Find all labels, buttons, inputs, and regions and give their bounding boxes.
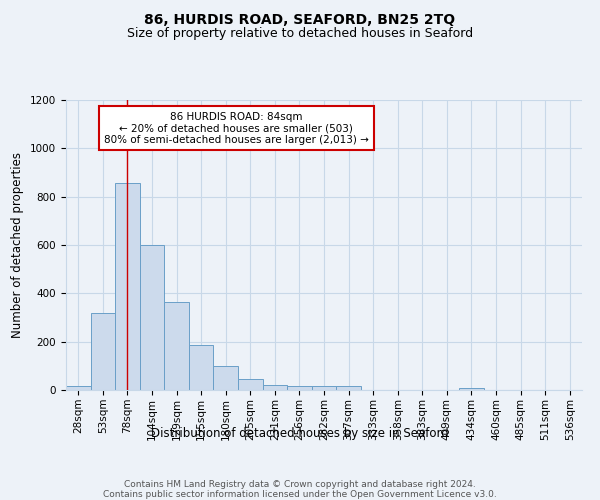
- Bar: [189, 346, 214, 390]
- Text: Size of property relative to detached houses in Seaford: Size of property relative to detached ho…: [127, 28, 473, 40]
- Bar: [115, 184, 140, 390]
- Bar: [164, 302, 189, 390]
- Text: Distribution of detached houses by size in Seaford: Distribution of detached houses by size …: [151, 428, 449, 440]
- Bar: [140, 245, 164, 390]
- Bar: [459, 388, 484, 390]
- Bar: [66, 386, 91, 390]
- Bar: [312, 386, 336, 390]
- Bar: [263, 385, 287, 390]
- Bar: [287, 386, 312, 390]
- Bar: [336, 386, 361, 390]
- Text: Contains HM Land Registry data © Crown copyright and database right 2024.
Contai: Contains HM Land Registry data © Crown c…: [103, 480, 497, 500]
- Y-axis label: Number of detached properties: Number of detached properties: [11, 152, 25, 338]
- Bar: [91, 312, 115, 390]
- Text: 86, HURDIS ROAD, SEAFORD, BN25 2TQ: 86, HURDIS ROAD, SEAFORD, BN25 2TQ: [145, 12, 455, 26]
- Bar: [214, 366, 238, 390]
- Bar: [238, 379, 263, 390]
- Text: 86 HURDIS ROAD: 84sqm
← 20% of detached houses are smaller (503)
80% of semi-det: 86 HURDIS ROAD: 84sqm ← 20% of detached …: [104, 112, 369, 145]
